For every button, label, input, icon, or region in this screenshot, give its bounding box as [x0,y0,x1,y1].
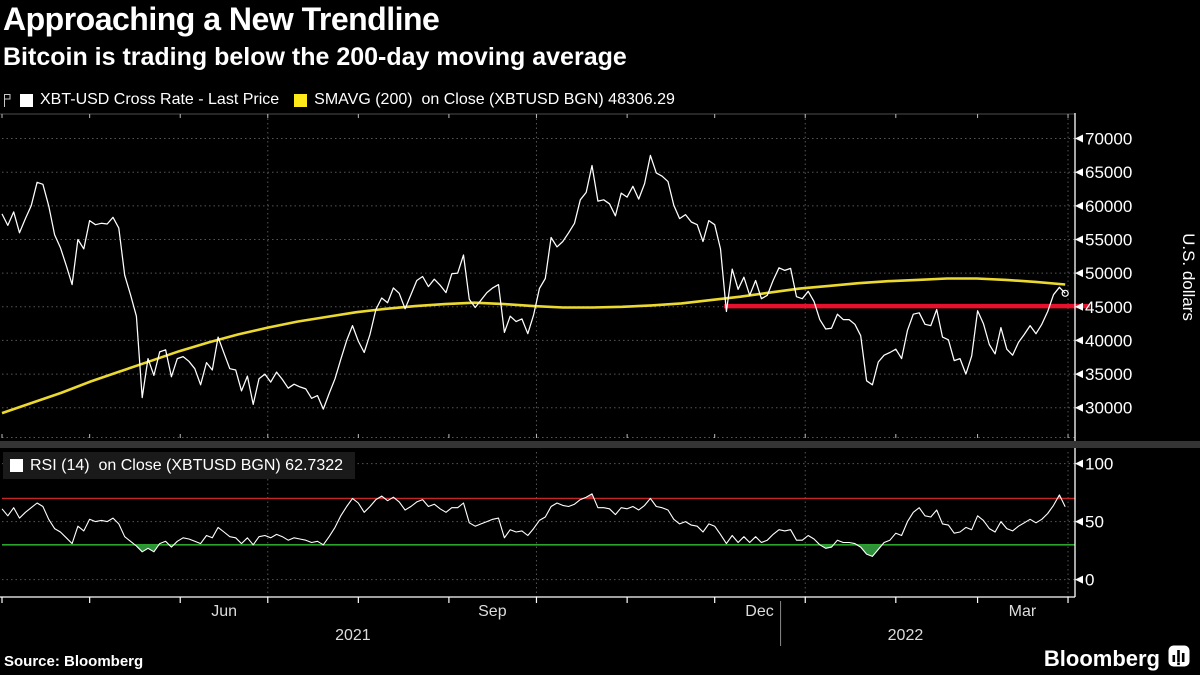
source-credit: Source: Bloomberg [4,653,144,670]
y-tick-arrow [1075,168,1083,177]
rsi-oversold-fill [819,544,834,549]
year-label: 2022 [888,627,924,644]
rsi-legend-swatch [10,459,23,472]
month-label: Jun [211,603,237,620]
price-legend-swatch [20,93,33,107]
y-tick-label: 65000 [1085,163,1132,182]
rsi-tick-label: 0 [1085,571,1094,590]
rsi-legend: RSI (14) on Close (XBTUSD BGN) 62.7322 [3,452,356,479]
chart-key-icon [3,93,13,108]
y-tick-arrow [1075,575,1083,584]
y-tick-arrow [1075,201,1083,210]
month-label: Mar [1009,603,1037,620]
y-tick-arrow [1075,370,1083,379]
y-tick-label: 45000 [1085,298,1132,317]
bloomberg-logo-icon [1168,645,1190,672]
main-legend: XBT-USD Cross Rate - Last Price SMAVG (2… [3,88,675,112]
rsi-legend-label: RSI (14) on Close (XBTUSD BGN) 62.7322 [30,456,344,474]
bloomberg-logo: Bloomberg [1044,645,1190,672]
y-tick-arrow [1075,336,1083,345]
y-tick-label: 30000 [1085,399,1132,418]
y-tick-arrow [1075,517,1083,526]
panel-divider [0,441,1200,448]
y-tick-arrow [1075,134,1083,143]
last-price-marker [1061,289,1069,297]
rsi-tick-label: 100 [1085,455,1113,474]
month-label: Sep [478,603,507,620]
page-subtitle: Bitcoin is trading below the 200-day mov… [3,43,627,71]
y-tick-arrow [1075,302,1083,311]
sma-legend-label: SMAVG (200) on Close (XBTUSD BGN) 48306.… [314,91,675,108]
price-legend-label: XBT-USD Cross Rate - Last Price [40,91,280,108]
rsi-oversold-fill [856,544,883,557]
page-title: Approaching a New Trendline [3,1,440,37]
rsi-tick-label: 50 [1085,513,1104,532]
rsi-line [1,493,1066,557]
y-tick-label: 60000 [1085,197,1132,216]
sma-legend-swatch [294,93,308,107]
y-tick-arrow [1075,459,1083,468]
year-label: 2021 [335,627,371,644]
bloomberg-logo-text: Bloomberg [1043,645,1160,671]
y-tick-arrow [1075,235,1083,244]
month-label: Dec [745,603,773,620]
y-axis-title: U.S. dollars [1179,233,1198,321]
y-tick-label: 50000 [1085,264,1132,283]
y-tick-label: 40000 [1085,331,1132,350]
y-tick-label: 35000 [1085,365,1132,384]
sma-line [1,277,1066,415]
y-tick-label: 70000 [1085,130,1132,149]
price-line [1,154,1066,410]
y-tick-label: 55000 [1085,230,1132,249]
y-tick-arrow [1075,269,1083,278]
y-tick-arrow [1075,403,1083,412]
